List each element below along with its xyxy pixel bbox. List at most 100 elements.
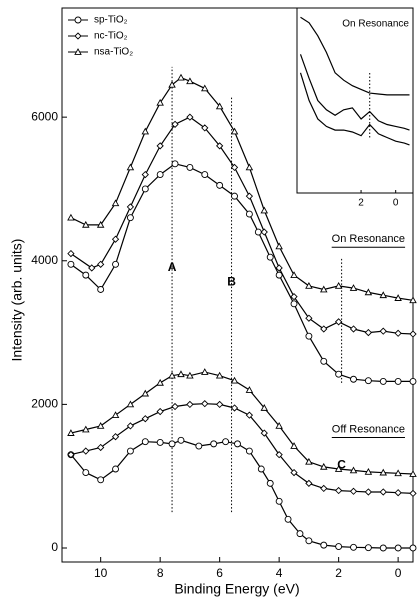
marker <box>305 314 313 322</box>
marker <box>230 127 239 135</box>
marker <box>320 484 328 493</box>
marker <box>394 294 402 301</box>
legend-label: sp-TiO₂ <box>94 15 128 26</box>
marker <box>394 489 402 497</box>
x-tick-label: 4 <box>276 566 283 580</box>
marker <box>171 120 179 128</box>
marker <box>141 170 149 179</box>
marker <box>96 220 105 228</box>
marker <box>156 378 164 386</box>
marker <box>67 429 75 436</box>
marker <box>305 537 313 545</box>
x-tick-label: 0 <box>393 198 399 209</box>
marker <box>234 440 241 448</box>
marker <box>394 469 402 477</box>
marker <box>275 421 283 429</box>
marker <box>290 442 298 449</box>
marker <box>97 443 105 452</box>
marker <box>290 293 298 301</box>
marker <box>364 328 373 337</box>
marker <box>334 281 343 289</box>
marker <box>349 284 358 291</box>
x-tick-label: 10 <box>94 566 108 580</box>
plot-frame <box>61 7 414 563</box>
marker <box>126 214 134 222</box>
marker <box>245 192 254 200</box>
marker <box>186 400 194 409</box>
marker <box>394 544 402 552</box>
marker <box>349 466 358 474</box>
x-tick-label: 0 <box>395 566 402 580</box>
marker <box>275 497 283 505</box>
marker <box>168 371 176 379</box>
marker <box>201 84 209 92</box>
marker <box>215 102 224 110</box>
marker <box>67 451 75 459</box>
marker <box>222 438 230 446</box>
series-line <box>70 439 413 549</box>
marker <box>82 271 90 279</box>
marker <box>156 438 164 446</box>
marker <box>210 440 218 448</box>
marker <box>126 422 135 430</box>
marker <box>74 32 82 40</box>
marker <box>168 80 176 88</box>
marker <box>257 465 265 473</box>
marker <box>320 325 328 333</box>
marker <box>141 389 150 397</box>
marker <box>290 468 298 477</box>
marker <box>126 163 135 171</box>
marker <box>319 285 328 293</box>
marker <box>334 465 343 472</box>
marker <box>409 377 417 385</box>
marker <box>141 415 149 423</box>
x-tick-label: 2 <box>335 566 342 580</box>
marker <box>88 264 96 272</box>
marker <box>364 377 372 385</box>
marker <box>186 77 194 85</box>
marker <box>156 98 164 106</box>
marker <box>111 199 120 207</box>
marker <box>141 185 149 193</box>
inset-background <box>297 8 413 193</box>
marker <box>201 368 209 375</box>
marker <box>245 411 254 419</box>
annotation: B <box>227 274 236 288</box>
x-tick-label: 6 <box>216 566 223 580</box>
marker <box>379 327 387 335</box>
marker <box>394 377 402 385</box>
marker <box>230 404 239 412</box>
marker <box>260 429 268 437</box>
marker <box>112 465 119 473</box>
marker <box>409 470 417 477</box>
annotation: C <box>337 458 346 472</box>
marker <box>126 447 134 455</box>
x-axis-label: Binding Energy (eV) <box>174 581 299 597</box>
marker <box>177 370 185 378</box>
marker <box>364 288 373 296</box>
marker <box>171 402 179 411</box>
marker <box>260 404 269 411</box>
inset-title: On Resonance <box>342 19 409 30</box>
marker <box>379 488 387 496</box>
marker <box>284 515 292 523</box>
marker <box>320 357 328 365</box>
marker <box>201 124 209 132</box>
marker <box>177 73 185 81</box>
marker <box>305 479 313 488</box>
x-tick-label: 8 <box>157 566 164 580</box>
annotation: On Resonance <box>332 233 405 245</box>
annotation: Off Resonance <box>332 423 405 435</box>
marker <box>74 48 82 55</box>
marker <box>409 489 417 498</box>
marker <box>67 260 75 268</box>
marker <box>409 330 417 338</box>
marker <box>82 220 90 228</box>
marker <box>409 544 417 552</box>
marker <box>319 462 328 470</box>
marker <box>245 163 254 171</box>
marker <box>364 488 373 496</box>
marker <box>305 457 313 465</box>
marker <box>201 171 209 179</box>
marker <box>156 407 164 416</box>
